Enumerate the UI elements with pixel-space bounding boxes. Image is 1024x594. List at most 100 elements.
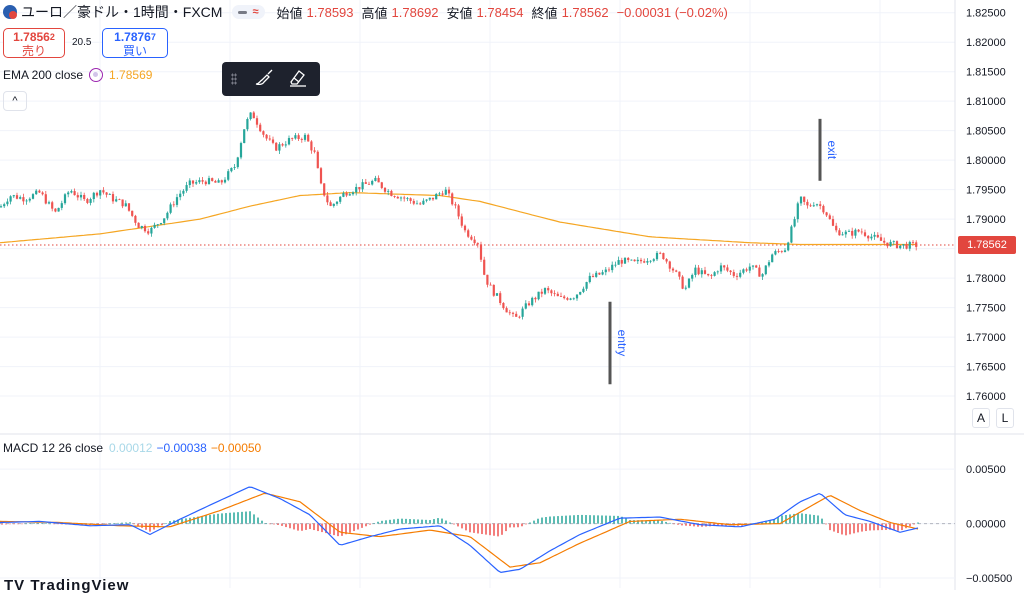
collapse-legend-button[interactable]: ^	[3, 91, 27, 111]
candle-body	[364, 182, 367, 184]
candle-body	[438, 193, 441, 195]
candle-body	[211, 178, 214, 181]
macd-hist-bar	[841, 523, 843, 535]
candle-body	[278, 144, 281, 151]
candle-body	[819, 204, 822, 206]
candle-body	[553, 293, 556, 295]
candle-body	[518, 316, 521, 318]
macd-hist-bar	[797, 513, 799, 524]
candle-body	[95, 192, 99, 196]
ema-legend[interactable]: EMA 200 close 1.78569	[3, 68, 152, 82]
price-tick-label: 1.77000	[966, 332, 1006, 344]
candle-body	[9, 196, 12, 202]
candle-body	[262, 131, 265, 135]
candle-body	[825, 212, 828, 216]
candle-body	[380, 182, 383, 188]
visibility-toggle[interactable]: ≈	[232, 5, 265, 19]
tradingview-watermark: TV TradingView	[4, 577, 130, 594]
candle-body	[796, 203, 799, 220]
candle-body	[668, 261, 671, 269]
candle-body	[239, 143, 243, 158]
candle-body	[166, 212, 169, 219]
candle-body	[867, 235, 870, 239]
candle-body	[799, 196, 803, 204]
candle-body	[127, 203, 131, 211]
candle-body	[547, 288, 550, 291]
candle-body	[102, 190, 105, 193]
candle-body	[595, 272, 598, 277]
candle-body	[710, 275, 713, 277]
sell-price-sup: 2	[49, 32, 55, 42]
log-scale-button[interactable]: L	[996, 408, 1014, 428]
eraser-icon[interactable]	[286, 68, 310, 90]
macd-hist-bar	[573, 515, 575, 524]
candle-body	[630, 259, 633, 261]
candle-body	[486, 274, 489, 285]
price-axis[interactable]: 1.82500 1.82000 1.81500 1.81000 1.80500 1.800…	[966, 8, 1012, 585]
candle-body	[319, 168, 323, 184]
candle-body	[422, 200, 425, 205]
candle-body	[454, 204, 457, 206]
grip-icon[interactable]	[231, 73, 237, 85]
candle-body	[585, 282, 588, 289]
candle-body	[63, 194, 67, 204]
candle-body	[713, 272, 716, 276]
candle-body	[83, 194, 86, 200]
macd-legend[interactable]: MACD 12 26 close 0.00012 −0.00038 −0.00050	[3, 441, 261, 455]
drawing-toolbar[interactable]	[222, 62, 320, 96]
candle-body	[841, 234, 844, 236]
macd-hist-bar	[845, 523, 847, 536]
macd-hist-bar	[493, 523, 495, 536]
candle-body	[60, 203, 63, 208]
candle-body	[815, 204, 819, 206]
macd-hist-bar	[445, 520, 447, 524]
macd-hist-bar	[161, 523, 163, 526]
candle-body	[755, 265, 758, 268]
macd-hist-bar	[561, 515, 563, 524]
candle-body	[735, 275, 739, 277]
macd-hist-bar	[253, 514, 255, 524]
candle-body	[559, 296, 563, 297]
candle-body	[246, 119, 249, 130]
sell-button[interactable]: 1.78562 売り	[3, 28, 65, 58]
macd-signal-value: −0.00050	[210, 441, 262, 455]
candle-body	[252, 112, 255, 119]
candle-body	[15, 195, 19, 199]
brush-icon[interactable]	[252, 68, 276, 90]
macd-hist-bar	[721, 523, 723, 526]
macd-hist-bar	[465, 523, 467, 531]
candle-body	[265, 134, 268, 139]
candle-body	[835, 225, 838, 231]
candle-body	[185, 185, 188, 191]
candle-body	[505, 308, 508, 313]
macd-hist-bar	[817, 515, 819, 524]
macd-hist-bar	[101, 523, 103, 525]
refresh-icon[interactable]	[89, 68, 104, 82]
macd-hist-bar	[205, 515, 207, 524]
candle-body	[527, 303, 531, 306]
change-value: −0.00031 (−0.02%)	[616, 4, 728, 20]
candle-body	[156, 224, 159, 226]
macd-hist-bar	[861, 523, 863, 532]
macd-hist-bar	[661, 521, 663, 524]
macd-hist-bar	[57, 523, 59, 525]
candle-body	[665, 259, 668, 262]
symbol-title[interactable]: ユーロ／豪ドル・1時間・FXCM	[21, 4, 223, 20]
sell-price: 1.7856	[13, 30, 50, 44]
macd-hist-bar	[425, 519, 427, 524]
wave-icon: ≈	[252, 6, 259, 18]
macd-hist-bar	[897, 523, 899, 531]
macd-hist-bar	[357, 523, 359, 530]
sell-label: 売り	[21, 44, 46, 58]
buy-button[interactable]: 1.78767 買い	[102, 28, 168, 58]
macd-hist-bar	[233, 512, 235, 524]
open-value: 1.78593	[306, 4, 354, 20]
macd-hist-bar	[225, 513, 227, 524]
auto-scale-button[interactable]: A	[972, 408, 990, 428]
candle-body	[534, 297, 537, 300]
macd-hist-bar	[281, 523, 283, 526]
candle-body	[633, 259, 636, 262]
macd-hist-bar	[717, 523, 719, 526]
macd-hist-bar	[269, 523, 271, 525]
